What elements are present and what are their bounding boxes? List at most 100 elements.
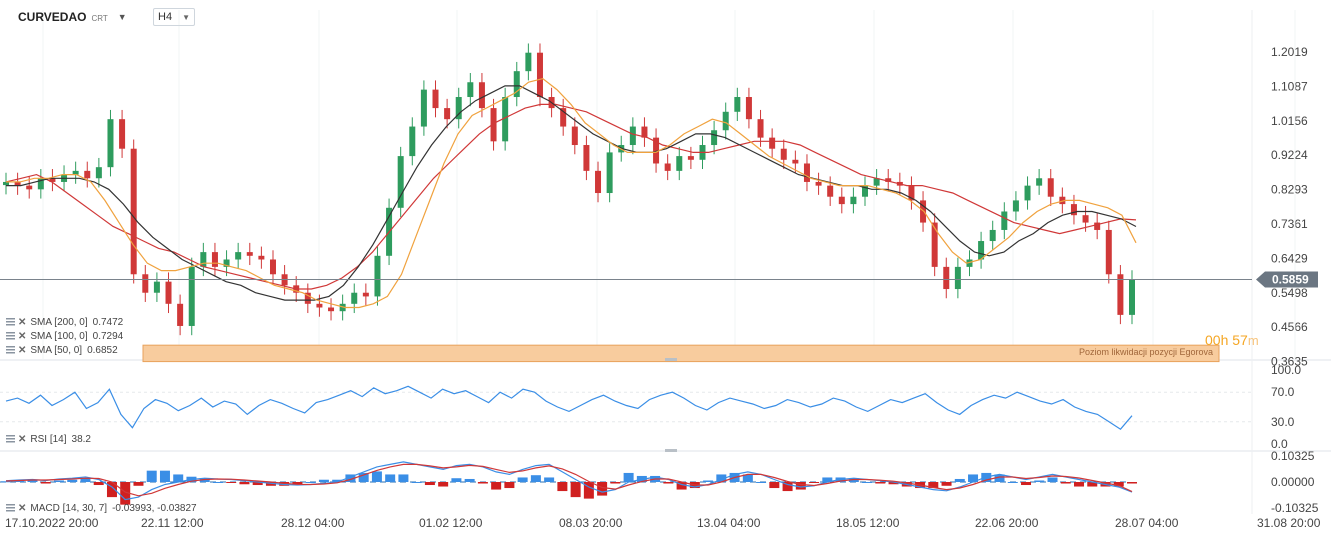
macd-histogram-bar xyxy=(822,477,833,482)
macd-histogram-bar xyxy=(106,482,117,498)
close-icon[interactable]: ✕ xyxy=(18,316,27,328)
indicator-value: -0.03993, -0.03827 xyxy=(112,502,197,514)
candle-body xyxy=(734,97,741,112)
candle-body xyxy=(1117,274,1124,315)
settings-icon[interactable] xyxy=(6,346,15,354)
candle-body xyxy=(26,185,33,190)
settings-icon[interactable] xyxy=(6,332,15,340)
macd-histogram-bar xyxy=(769,482,780,489)
price-tick-label: 1.2019 xyxy=(1271,45,1308,59)
settings-icon[interactable] xyxy=(6,435,15,443)
price-tick-label: 0.8293 xyxy=(1271,183,1308,197)
macd-histogram-bar xyxy=(968,474,979,482)
macd-histogram-bar xyxy=(27,480,38,482)
candle-body xyxy=(502,97,509,142)
candle-body xyxy=(664,163,671,171)
candle-body xyxy=(1012,200,1019,212)
candle-body xyxy=(989,229,996,242)
candle-body xyxy=(583,145,590,171)
candle-body xyxy=(838,196,845,205)
macd-histogram-bar xyxy=(1127,482,1137,484)
candle-body xyxy=(803,163,810,182)
x-tick-label: 18.05 12:00 xyxy=(836,516,900,530)
macd-histogram-bar xyxy=(570,482,581,498)
close-icon[interactable]: ✕ xyxy=(18,502,27,514)
liquidation-zone xyxy=(142,344,1220,363)
price-tick-label: 0.9224 xyxy=(1271,148,1308,162)
macd-tick-label: -0.10325 xyxy=(1271,501,1319,515)
macd-histogram-bar xyxy=(583,482,594,499)
x-tick-label: 17.10.2022 20:00 xyxy=(5,516,99,530)
macd-histogram-bar xyxy=(239,482,250,485)
x-tick-label: 28.12 04:00 xyxy=(281,516,345,530)
candle-body xyxy=(374,255,381,297)
candle-body xyxy=(978,241,985,260)
liquidation-zone-label: Poziom likwidacji pozycji Egorova xyxy=(1079,347,1213,357)
candle-body xyxy=(14,181,21,186)
close-icon[interactable]: ✕ xyxy=(18,433,27,445)
candle-body xyxy=(722,111,729,131)
price-tick-label: 1.0156 xyxy=(1271,114,1308,128)
candle-body xyxy=(931,222,938,267)
candle-body xyxy=(1082,215,1089,223)
timeframe-label: H4 xyxy=(158,11,173,23)
candle-body xyxy=(943,266,950,290)
macd-histogram-bar xyxy=(875,482,886,484)
macd-histogram-bar xyxy=(557,482,568,492)
candle-body xyxy=(560,108,567,127)
timeframe-selector[interactable]: H4 ▼ xyxy=(153,8,195,26)
macd-histogram-bar xyxy=(40,482,51,484)
macd-histogram-bar xyxy=(53,480,64,482)
candle-body xyxy=(920,200,927,223)
chevron-down-icon[interactable]: ▼ xyxy=(182,12,190,22)
panel-resize-handle xyxy=(665,358,677,361)
close-icon[interactable]: ✕ xyxy=(18,344,27,356)
macd-histogram-bar xyxy=(742,474,753,482)
candle-body xyxy=(908,185,915,201)
close-icon[interactable]: ✕ xyxy=(18,330,27,342)
macd-histogram-bar xyxy=(438,482,449,487)
macd-histogram-bar xyxy=(133,482,144,486)
chevron-down-icon[interactable]: ▼ xyxy=(117,12,127,22)
settings-icon[interactable] xyxy=(6,504,15,512)
candle-body xyxy=(351,292,358,304)
candle-body xyxy=(490,108,497,142)
indicator-label: SMA [200, 0] xyxy=(30,316,88,328)
x-tick-label: 22.06 20:00 xyxy=(975,516,1039,530)
settings-icon[interactable] xyxy=(6,318,15,326)
candle-body xyxy=(316,303,323,308)
candle-body xyxy=(1001,211,1008,230)
candle-body xyxy=(3,181,9,186)
price-tick-label: 1.1087 xyxy=(1271,79,1308,93)
macd-histogram-bar xyxy=(358,472,369,482)
price-tick-label: 0.3635 xyxy=(1271,355,1308,369)
macd-histogram-bar xyxy=(663,482,674,484)
candle-body xyxy=(235,252,242,260)
countdown-unit: m xyxy=(1247,333,1259,348)
macd-histogram-bar xyxy=(1074,482,1085,487)
candle-body xyxy=(1059,196,1066,205)
panel-resize-handle xyxy=(665,449,677,452)
indicator-value: 0.7472 xyxy=(92,316,124,328)
x-tick-label: 13.04 04:00 xyxy=(697,516,761,530)
symbol-selector[interactable]: CURVEDAO CRT ▼ xyxy=(18,8,127,26)
candle-body xyxy=(792,159,799,164)
macd-histogram-bar xyxy=(756,482,767,483)
candle-body xyxy=(687,156,694,160)
candle-body xyxy=(142,274,149,293)
macd-histogram-bar xyxy=(597,482,608,496)
indicator-label: SMA [100, 0] xyxy=(30,330,88,342)
candle-body xyxy=(84,170,91,179)
candle-body xyxy=(246,252,253,256)
macd-histogram-bar xyxy=(1087,482,1098,487)
indicator-value: 0.6852 xyxy=(87,344,118,356)
candle-body xyxy=(165,281,172,304)
candle-body xyxy=(130,148,137,275)
countdown-hours: 00h xyxy=(1205,332,1229,348)
candle-body xyxy=(757,119,764,138)
macd-histogram-bar xyxy=(451,478,462,482)
candle-body xyxy=(873,178,880,186)
indicator-label: MACD [14, 30, 7] xyxy=(30,502,108,514)
macd-histogram-bar xyxy=(14,480,25,482)
